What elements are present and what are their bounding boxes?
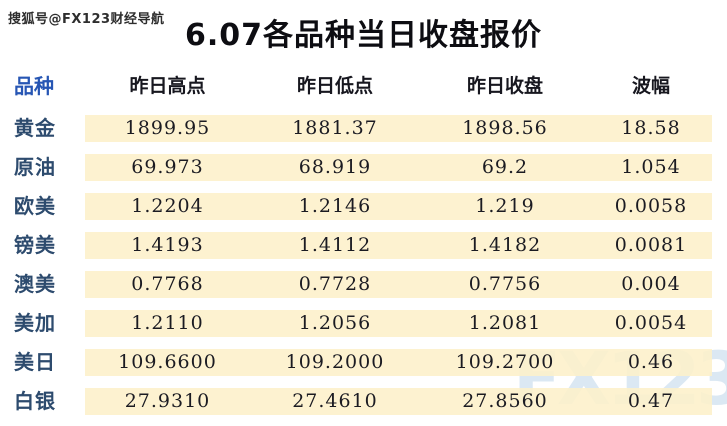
range-value: 0.0081 — [590, 232, 712, 259]
table-row: 美日 109.6600 109.2000 109.2700 0.46 — [0, 349, 712, 376]
prev-low-value: 1.2146 — [250, 193, 420, 220]
source-watermark: 搜狐号@FX123财经导航 — [8, 12, 165, 27]
prev-low-value: 0.7728 — [250, 271, 420, 298]
prev-low-value: 1.2056 — [250, 310, 420, 337]
range-value: 0.46 — [590, 349, 712, 376]
instrument-label: 美加 — [14, 311, 56, 335]
prev-high-value: 27.9310 — [85, 388, 250, 415]
instrument-label: 美日 — [14, 350, 56, 374]
instrument-label: 白银 — [14, 389, 56, 413]
table-row: 美加 1.2110 1.2056 1.2081 0.0054 — [0, 310, 712, 337]
table-row: 欧美 1.2204 1.2146 1.219 0.0058 — [0, 193, 712, 220]
range-value: 0.004 — [590, 271, 712, 298]
prev-low-value: 68.919 — [250, 154, 420, 181]
prev-close-value: 109.2700 — [420, 349, 590, 376]
header-prev-low: 昨日低点 — [296, 74, 373, 97]
table-row: 澳美 0.7768 0.7728 0.7756 0.004 — [0, 271, 712, 298]
prev-close-value: 0.7756 — [420, 271, 590, 298]
range-value: 18.58 — [590, 115, 712, 142]
range-value: 0.47 — [590, 388, 712, 415]
range-value: 0.0054 — [590, 310, 712, 337]
header-range: 波幅 — [631, 74, 670, 97]
table-row: 黄金 1899.95 1881.37 1898.56 18.58 — [0, 115, 712, 142]
quotes-table: 品种 昨日高点 昨日低点 昨日收盘 波幅 黄金 1899.95 1881.37 … — [0, 64, 727, 426]
prev-low-value: 1881.37 — [250, 115, 420, 142]
table-row: 镑美 1.4193 1.4112 1.4182 0.0081 — [0, 232, 712, 259]
prev-high-value: 1.2110 — [85, 310, 250, 337]
prev-high-value: 0.7768 — [85, 271, 250, 298]
table-row: 白银 27.9310 27.4610 27.8560 0.47 — [0, 388, 712, 415]
prev-low-value: 109.2000 — [250, 349, 420, 376]
prev-high-value: 109.6600 — [85, 349, 250, 376]
prev-close-value: 1898.56 — [420, 115, 590, 142]
table-row: 原油 69.973 68.919 69.2 1.054 — [0, 154, 712, 181]
header-prev-close: 昨日收盘 — [466, 74, 543, 97]
range-value: 1.054 — [590, 154, 712, 181]
table-header-row: 品种 昨日高点 昨日低点 昨日收盘 波幅 — [0, 64, 712, 104]
header-prev-high: 昨日高点 — [129, 74, 206, 97]
range-value: 0.0058 — [590, 193, 712, 220]
prev-close-value: 1.4182 — [420, 232, 590, 259]
prev-high-value: 1.2204 — [85, 193, 250, 220]
instrument-label: 欧美 — [14, 194, 56, 218]
instrument-label: 澳美 — [14, 272, 56, 296]
prev-close-value: 1.2081 — [420, 310, 590, 337]
prev-high-value: 69.973 — [85, 154, 250, 181]
instrument-label: 黄金 — [14, 116, 56, 140]
prev-high-value: 1.4193 — [85, 232, 250, 259]
prev-close-value: 1.219 — [420, 193, 590, 220]
prev-low-value: 27.4610 — [250, 388, 420, 415]
page-title: 6.07各品种当日收盘报价 — [184, 18, 543, 53]
header-instrument: 品种 — [14, 73, 54, 98]
prev-high-value: 1899.95 — [85, 115, 250, 142]
prev-close-value: 27.8560 — [420, 388, 590, 415]
instrument-label: 镑美 — [14, 233, 56, 257]
prev-close-value: 69.2 — [420, 154, 590, 181]
prev-low-value: 1.4112 — [250, 232, 420, 259]
instrument-label: 原油 — [14, 155, 56, 179]
